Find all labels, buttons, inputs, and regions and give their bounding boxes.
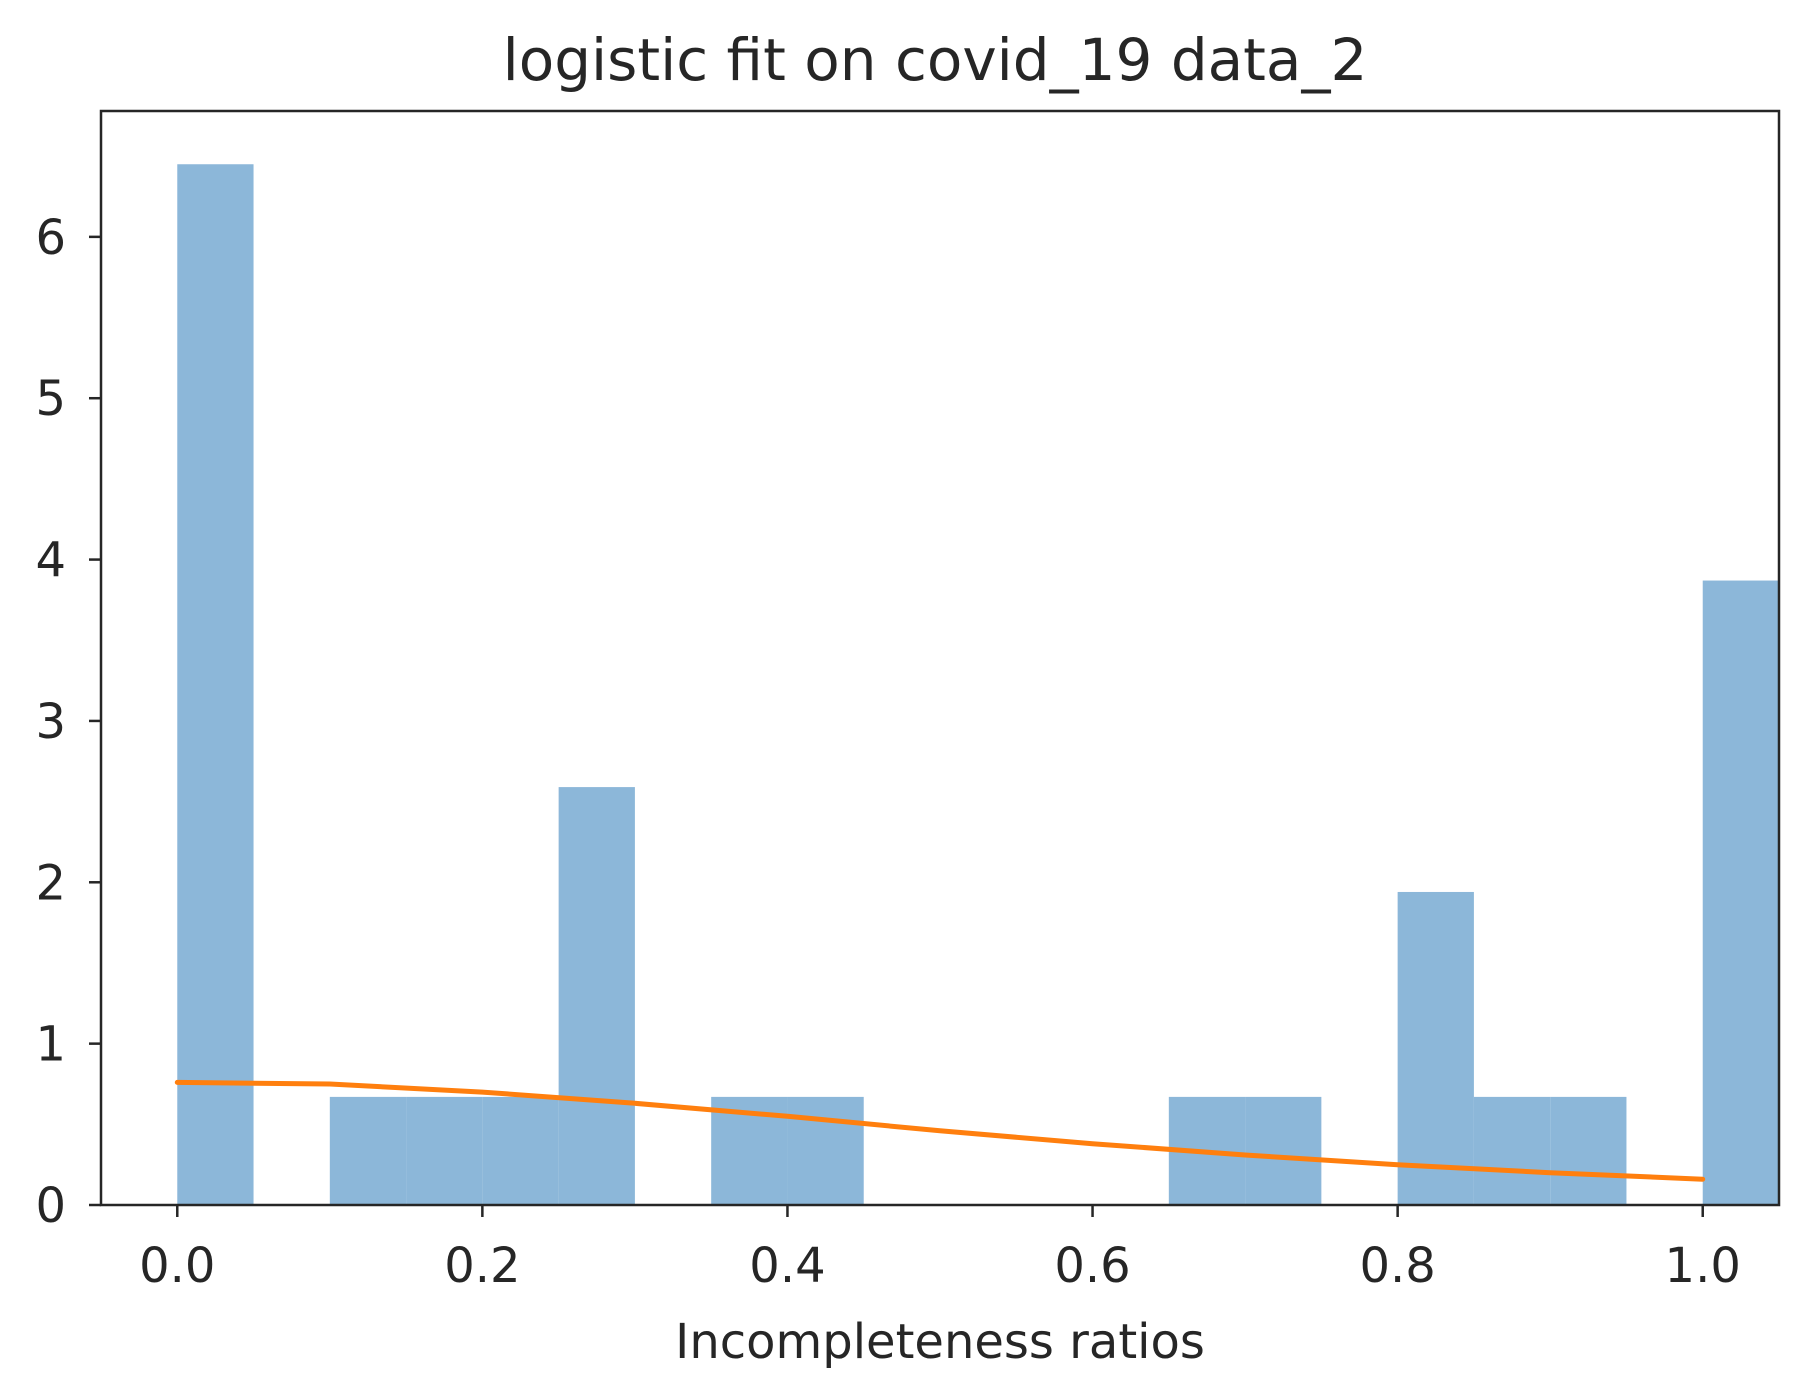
y-tick-label: 5 [35,371,66,427]
histogram-bar [1702,580,1779,1205]
y-tick-label: 1 [35,1017,66,1073]
histogram-bar [1550,1096,1627,1205]
x-tick-label: 1.0 [1665,1238,1741,1294]
histogram-bar [406,1096,483,1205]
x-axis: 0.0 0.2 0.4 0.6 0.8 1.0 [139,1205,1741,1294]
histogram-bar [329,1096,407,1205]
x-tick-label: 0.4 [749,1238,825,1294]
y-tick-label: 4 [35,533,66,589]
y-tick-label: 0 [35,1178,66,1234]
histogram-bar [1245,1096,1322,1205]
x-axis-label: Incompleteness ratios [675,1314,1205,1370]
histogram-bar [787,1096,864,1205]
y-tick-label: 6 [35,210,66,266]
y-axis: 0 1 2 3 4 5 6 [35,210,101,1234]
histogram-bar [1473,1096,1551,1205]
y-tick-label: 2 [35,855,66,911]
y-tick-label: 3 [35,694,66,750]
fit-line-layer [174,1079,1706,1182]
histogram-bar [177,164,254,1205]
logistic-fit-line [174,1079,1706,1182]
x-tick-label: 0.8 [1359,1238,1435,1294]
bars-layer [177,164,1779,1205]
x-tick-label: 0.6 [1054,1238,1130,1294]
histogram-bar [482,1096,559,1205]
chart-title: logistic fit on covid_19 data_2 [503,26,1368,94]
x-tick-label: 0.2 [444,1238,520,1294]
histogram-bar [1397,891,1474,1205]
x-tick-label: 0.0 [139,1238,215,1294]
plot-frame [99,109,1781,1207]
histogram-bar [558,787,635,1205]
